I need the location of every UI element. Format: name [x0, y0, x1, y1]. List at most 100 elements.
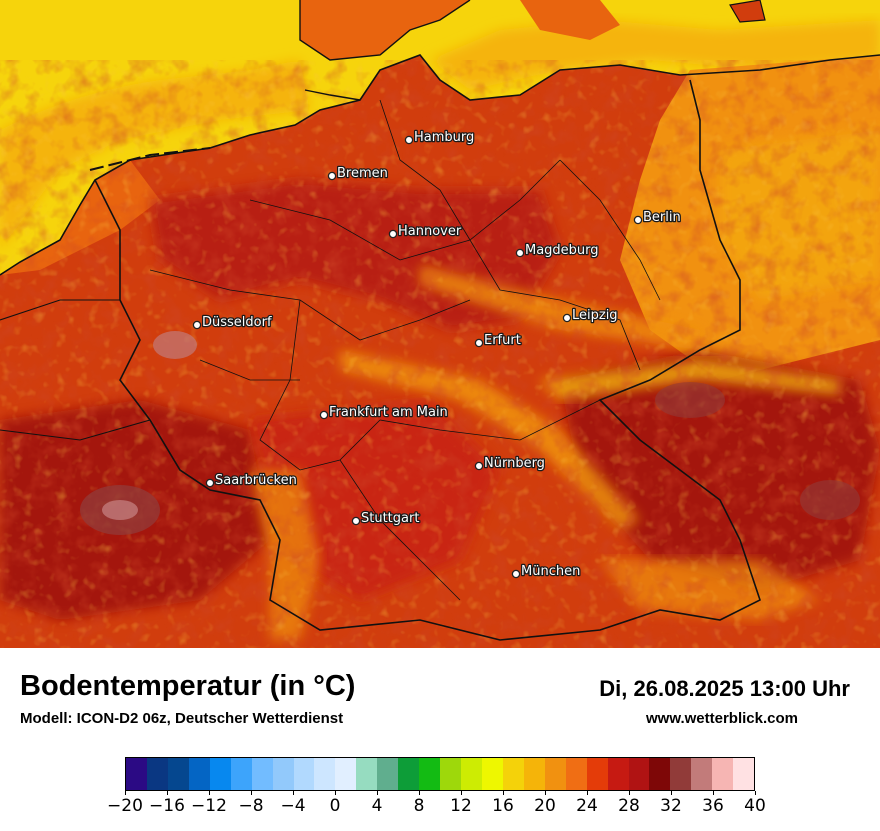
city-saarbruecken[interactable]: Saarbrücken: [205, 472, 298, 489]
legend-swatch: [565, 758, 587, 790]
legend-swatch: [251, 758, 273, 790]
legend-tick-label: 20: [534, 796, 556, 816]
legend-swatch: [335, 758, 357, 790]
city-marker: [511, 569, 521, 579]
city-label: Hannover: [398, 224, 462, 239]
legend-tick: [587, 791, 588, 795]
legend-swatch: [607, 758, 629, 790]
texture-light: [0, 60, 880, 648]
city-erfurt[interactable]: Erfurt: [474, 332, 522, 349]
legend-tick-label: −8: [238, 796, 264, 816]
legend-tick-label: 16: [492, 796, 514, 816]
city-hamburg[interactable]: Hamburg: [404, 129, 476, 146]
hotspot-1: [153, 331, 197, 359]
legend-tick: [713, 791, 714, 795]
legend-swatch: [146, 758, 168, 790]
legend-swatch: [209, 758, 231, 790]
legend-swatch: [293, 758, 315, 790]
hotspot-3: [102, 500, 138, 520]
coastline: [0, 54, 880, 276]
legend-swatch: [586, 758, 608, 790]
legend-swatch: [461, 758, 482, 790]
legend-swatch: [167, 758, 189, 790]
legend-swatch: [481, 758, 503, 790]
legend-swatch: [314, 758, 336, 790]
city-marker: [351, 516, 361, 526]
legend-tick-label: 12: [450, 796, 472, 816]
legend-tick-label: 40: [744, 796, 766, 816]
city-marker: [562, 313, 572, 323]
city-bremen[interactable]: Bremen: [327, 165, 389, 182]
city-label: Stuttgart: [361, 511, 419, 526]
city-marker: [192, 320, 202, 330]
legend-swatch: [356, 758, 378, 790]
island-area: [520, 0, 620, 40]
legend-tick-label: −4: [280, 796, 306, 816]
city-label: Frankfurt am Main: [329, 405, 448, 420]
model-subtitle: Modell: ICON-D2 06z, Deutscher Wetterdie…: [20, 710, 344, 727]
legend-swatch: [272, 758, 294, 790]
legend-tick: [293, 791, 294, 795]
city-magdeburg[interactable]: Magdeburg: [515, 242, 600, 259]
city-marker: [205, 478, 215, 488]
hotspot-5: [800, 480, 860, 520]
legend-tick: [629, 791, 630, 795]
legend-tick: [461, 791, 462, 795]
legend-tick-label: 32: [660, 796, 682, 816]
color-legend: [125, 757, 755, 791]
frisian-islands: [89, 147, 211, 171]
legend-tick: [503, 791, 504, 795]
coastline-denmark: [299, 0, 471, 61]
legend-tick-label: −20: [107, 796, 143, 816]
city-nuernberg[interactable]: Nürnberg: [474, 455, 546, 472]
border-be-lu: [0, 419, 151, 441]
legend-swatch: [733, 758, 755, 790]
legend-tick-label: −12: [191, 796, 227, 816]
temperature-map: Hamburg Bremen Berlin Hannover Magdeburg…: [0, 0, 880, 648]
city-muenchen[interactable]: München: [511, 563, 582, 580]
forecast-datetime: Di, 26.08.2025 13:00 Uhr: [599, 676, 850, 701]
city-label: Leipzig: [572, 308, 618, 323]
border-germany: [94, 79, 761, 641]
city-stuttgart[interactable]: Stuttgart: [351, 510, 421, 527]
legend-tick-label: −16: [149, 796, 185, 816]
legend-tick-label: 36: [702, 796, 724, 816]
city-label: Saarbrücken: [215, 473, 297, 488]
legend-tick-label: 28: [618, 796, 640, 816]
city-marker: [319, 410, 329, 420]
legend-tick-label: 24: [576, 796, 598, 816]
map-canvas: Hamburg Bremen Berlin Hannover Magdeburg…: [0, 0, 880, 648]
website-link[interactable]: www.wetterblick.com: [646, 710, 798, 727]
legend-swatch: [523, 758, 545, 790]
legend-tick: [209, 791, 210, 795]
city-duesseldorf[interactable]: Düsseldorf: [192, 314, 273, 331]
legend-tick: [671, 791, 672, 795]
legend-swatch: [230, 758, 252, 790]
state-borders: [149, 99, 661, 601]
city-marker: [633, 215, 643, 225]
legend-swatch: [691, 758, 713, 790]
legend-ticks: −20 −16 −12 −8 −4 0 4 8 12 16 20 24 28 32 36 40: [107, 791, 766, 831]
legend-tick: [419, 791, 420, 795]
legend-swatch: [440, 758, 461, 790]
city-label: Magdeburg: [525, 243, 599, 258]
city-berlin[interactable]: Berlin: [633, 209, 682, 226]
city-label: Nürnberg: [484, 456, 545, 471]
city-marker: [515, 248, 525, 258]
city-marker: [388, 229, 398, 239]
city-hannover[interactable]: Hannover: [388, 223, 463, 240]
legend-swatch: [670, 758, 692, 790]
legend-tick: [377, 791, 378, 795]
city-leipzig[interactable]: Leipzig: [562, 307, 619, 324]
city-marker: [474, 338, 484, 348]
legend-swatch: [377, 758, 399, 790]
map-title: Bodentemperatur (in °C): [20, 670, 356, 702]
legend-tick: [125, 791, 126, 795]
city-frankfurt[interactable]: Frankfurt am Main: [319, 404, 449, 421]
city-marker: [474, 461, 484, 471]
city-marker: [404, 135, 414, 145]
legend-swatch: [419, 758, 441, 790]
legend-swatch: [649, 758, 671, 790]
legend-tick: [167, 791, 168, 795]
legend-tick: [755, 791, 756, 795]
